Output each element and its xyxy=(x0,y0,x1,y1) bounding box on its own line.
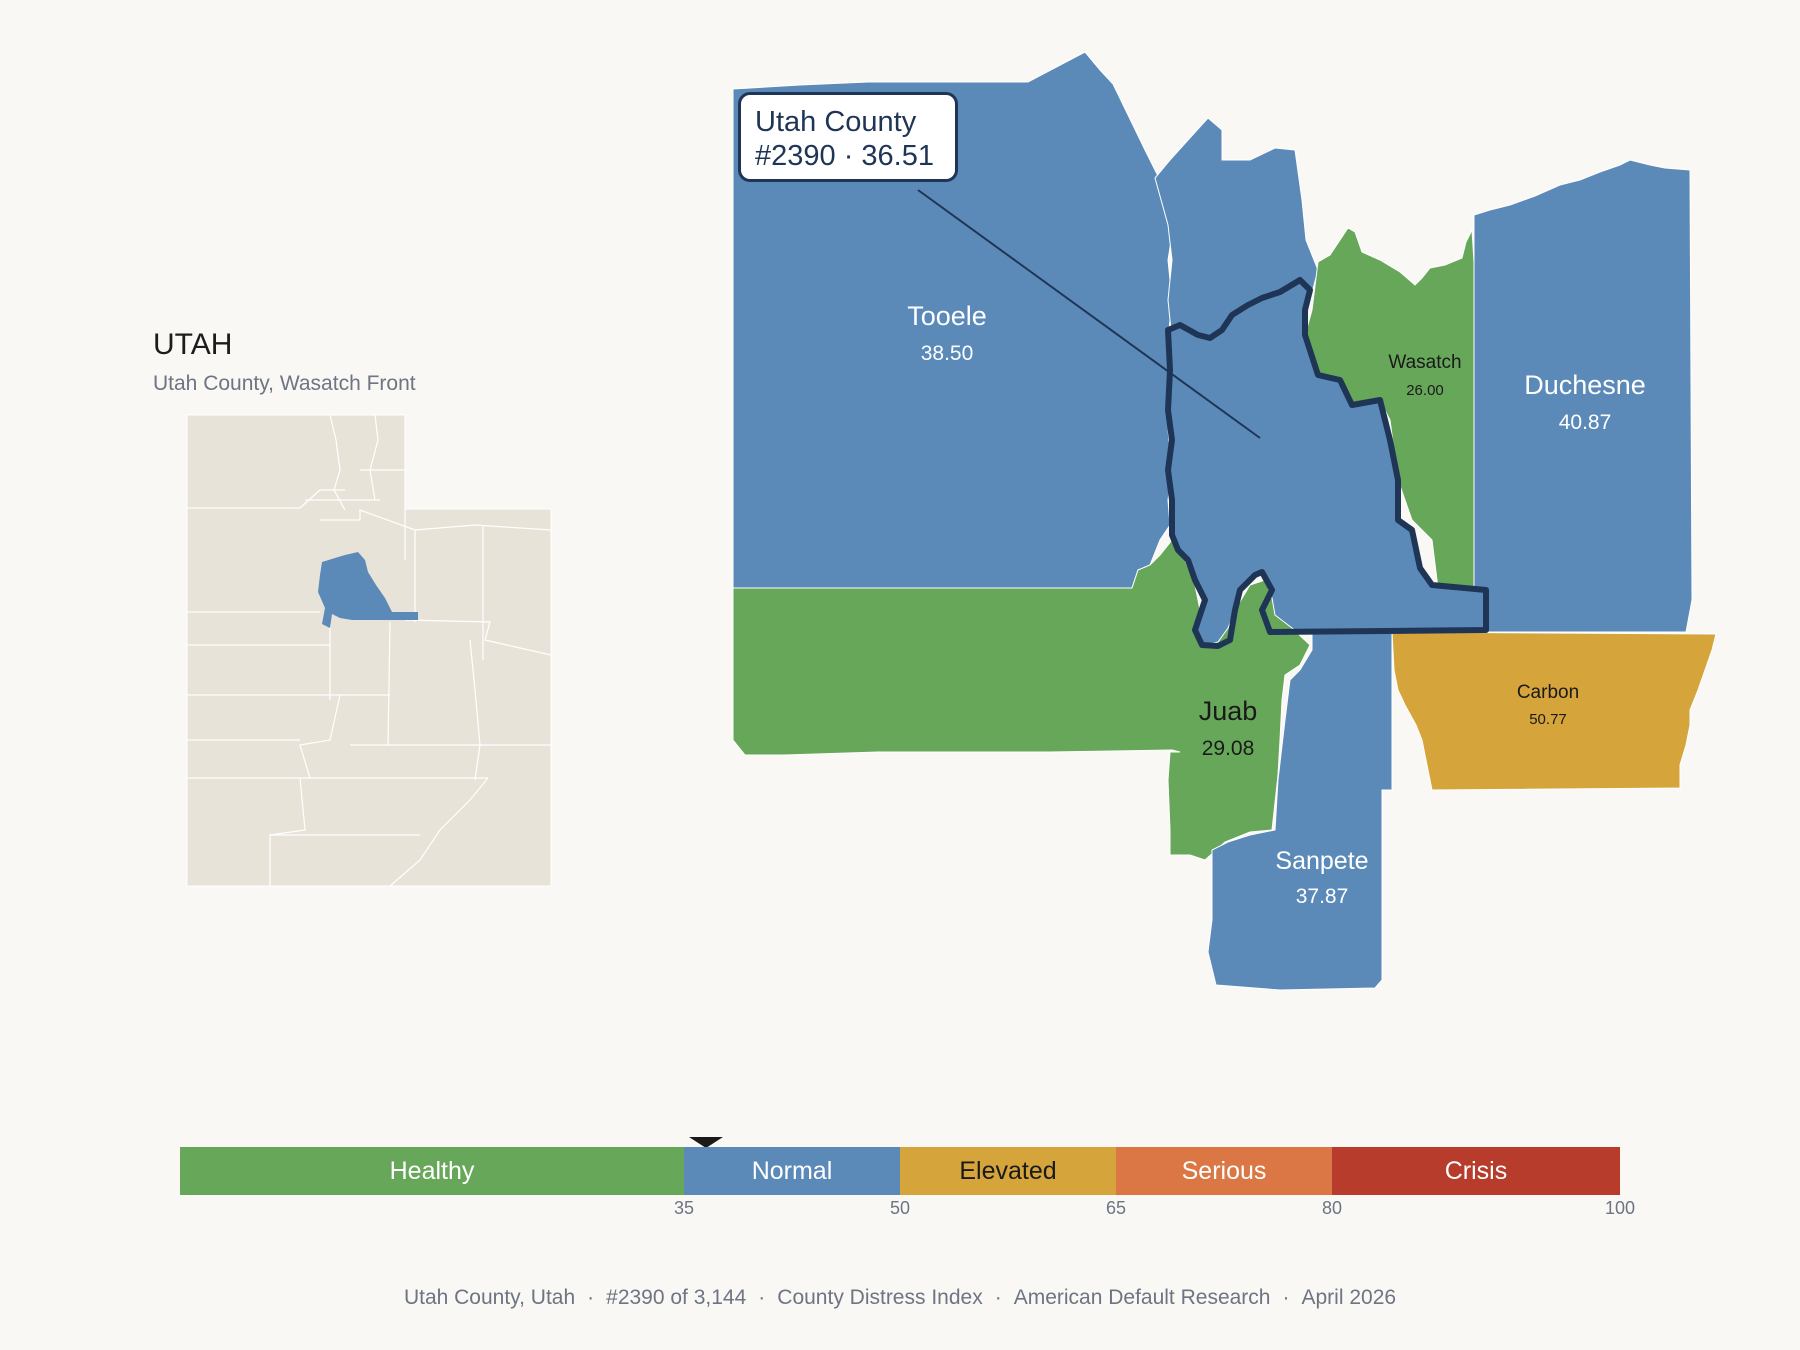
locator-map xyxy=(186,414,552,887)
footer-rank: #2390 of 3,144 xyxy=(606,1286,747,1309)
scale-tick-65: 65 xyxy=(1105,1198,1127,1218)
scale-tick-50: 50 xyxy=(889,1198,911,1218)
label-sanpete-name: Sanpete xyxy=(1275,847,1368,875)
scale-segment-healthy: Healthy xyxy=(180,1147,684,1195)
label-wasatch-name: Wasatch xyxy=(1388,352,1461,373)
callout-leader-line xyxy=(917,189,1261,439)
locator-state-shape xyxy=(186,414,552,887)
scale-ticks: 35 50 65 80 100 xyxy=(180,1198,1635,1222)
label-sanpete-value: 37.87 xyxy=(1296,885,1349,908)
label-carbon-value: 50.77 xyxy=(1529,711,1567,728)
selected-county-callout: Utah County #2390 · 36.51 xyxy=(738,92,958,182)
scale-tick-80: 80 xyxy=(1321,1198,1343,1218)
scale-tick-100: 100 xyxy=(1604,1198,1636,1218)
label-wasatch-value: 26.00 xyxy=(1406,382,1444,399)
scale-segment-elevated: Elevated xyxy=(900,1147,1116,1195)
county-labels: Tooele 38.50 Wasatch 26.00 Duchesne 40.8… xyxy=(907,301,1646,908)
callout-county-name: Utah County xyxy=(755,106,917,138)
county-utah-fill xyxy=(1168,280,1486,646)
scale-segment-crisis: Crisis xyxy=(1332,1147,1620,1195)
county-sanpete[interactable] xyxy=(1207,631,1393,991)
county-box-elder-north xyxy=(1154,117,1319,346)
label-tooele-value: 38.50 xyxy=(921,342,974,365)
footer-index: County Distress Index xyxy=(777,1286,983,1309)
footer-separator: · xyxy=(758,1286,766,1309)
scale-tick-35: 35 xyxy=(673,1198,695,1218)
callout-rank-score: #2390 · 36.51 xyxy=(755,140,934,172)
county-duchesne[interactable] xyxy=(1473,159,1693,633)
distress-scale-bar: Healthy Normal Elevated Serious Crisis xyxy=(180,1147,1620,1195)
label-carbon-name: Carbon xyxy=(1517,682,1579,703)
label-duchesne-value: 40.87 xyxy=(1559,411,1612,434)
label-juab-name: Juab xyxy=(1199,696,1258,726)
scale-segment-normal: Normal xyxy=(684,1147,900,1195)
footer-separator: · xyxy=(994,1286,1002,1309)
footer-county: Utah County, Utah xyxy=(403,1286,576,1309)
footer-date: April 2026 xyxy=(1301,1286,1397,1309)
locator-utah-county xyxy=(318,552,418,628)
footer-source: American Default Research xyxy=(1013,1286,1271,1309)
regional-map xyxy=(732,51,1717,991)
label-tooele-name: Tooele xyxy=(907,301,987,331)
footer-separator: · xyxy=(1282,1286,1290,1309)
scale-segment-serious: Serious xyxy=(1116,1147,1332,1195)
state-subtitle: Utah County, Wasatch Front xyxy=(153,372,416,395)
state-title: UTAH xyxy=(153,328,233,361)
utah-county-highlight-outline xyxy=(1165,277,1489,649)
scale-pointer-marker xyxy=(688,1137,723,1148)
label-duchesne-name: Duchesne xyxy=(1524,370,1646,400)
footer-separator: · xyxy=(587,1286,595,1309)
footer-caption: Utah County, Utah · #2390 of 3,144 · County … xyxy=(0,1286,1800,1310)
county-carbon[interactable] xyxy=(1391,631,1717,791)
label-juab-value: 29.08 xyxy=(1202,737,1255,760)
